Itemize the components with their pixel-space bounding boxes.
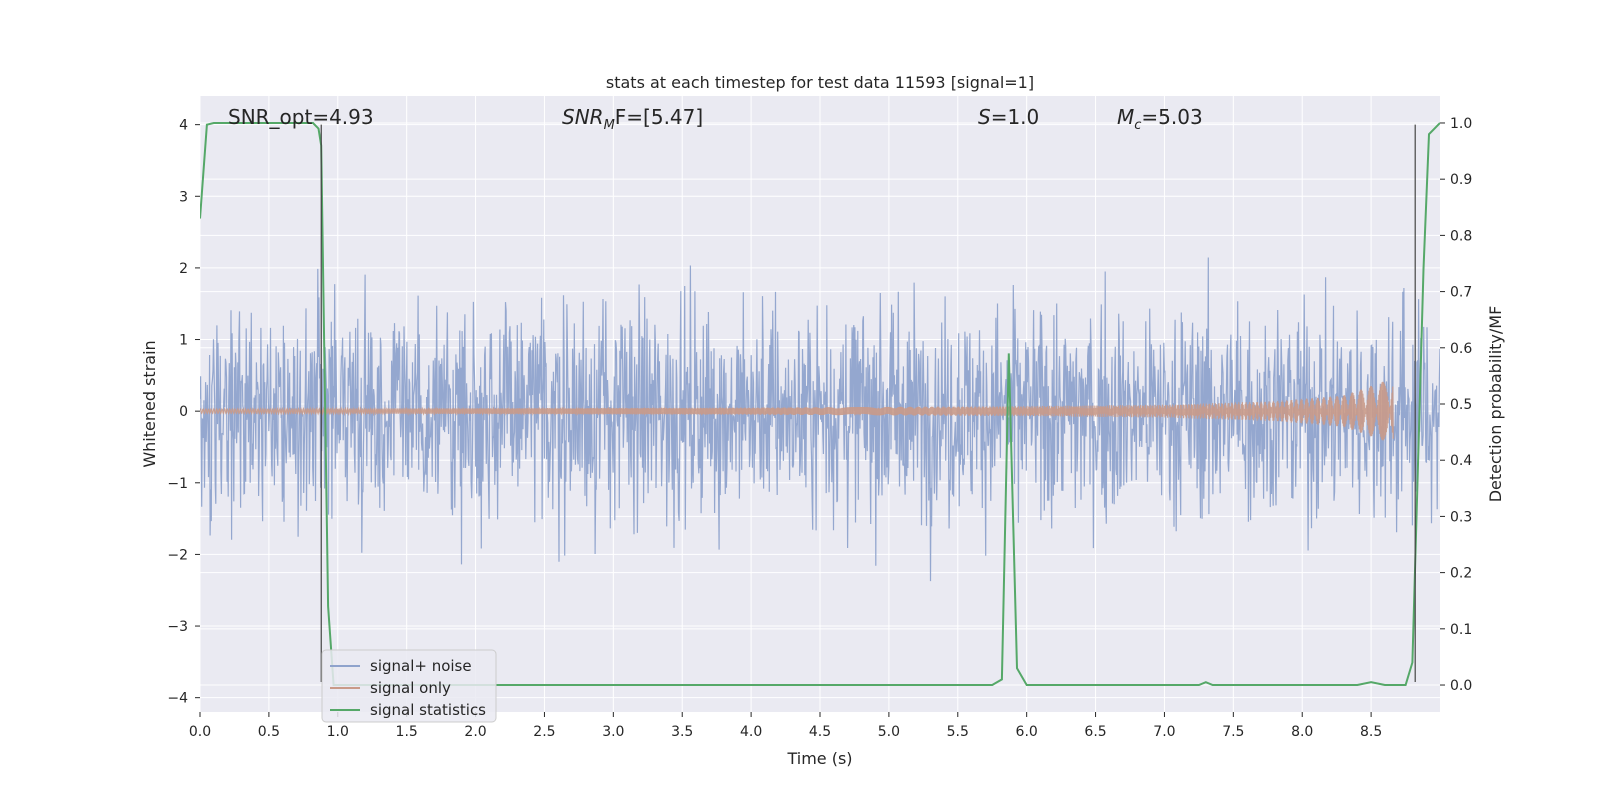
y2-tick-label: 0.8 xyxy=(1450,228,1472,244)
series-signal-noise-line xyxy=(200,257,1440,582)
annotation-rest: F=[5.47] xyxy=(615,105,703,129)
y-tick-label: −2 xyxy=(167,547,188,563)
x-tick-label: 4.0 xyxy=(740,724,762,740)
y2-tick-label: 0.6 xyxy=(1450,341,1472,357)
x-tick-label: 0.5 xyxy=(258,724,280,740)
annotation-rest: =5.03 xyxy=(1141,105,1202,129)
series-signal-only-line xyxy=(200,381,1394,441)
y2-tick-label: 0.9 xyxy=(1450,172,1472,188)
y2-tick-label: 0.1 xyxy=(1450,622,1472,638)
x-tick-label: 0.0 xyxy=(189,724,211,740)
annotation-1: SNR_opt=4.93 xyxy=(228,105,374,129)
annotation-subscript: c xyxy=(1134,118,1141,133)
annotation-2: SNRMF=[5.47] xyxy=(562,105,703,133)
x-tick-label: 6.0 xyxy=(1016,724,1038,740)
legend-label: signal statistics xyxy=(370,701,486,719)
y-tick-label: 1 xyxy=(179,333,188,349)
annotation-base: S xyxy=(978,105,991,129)
annotation-base: SNR xyxy=(562,105,604,129)
y-tick-label: 2 xyxy=(179,261,188,277)
x-axis: 0.0 0.5 1.0 1.5 2.0 2.5 3.0 3.5 4.0 4.5 5.0 5.5 6.0 6… xyxy=(189,712,1382,740)
annotation-3: S=1.0 xyxy=(978,105,1039,129)
x-tick-label: 8.0 xyxy=(1291,724,1313,740)
y-tick-label: 0 xyxy=(179,404,188,420)
y2-tick-label: 0.0 xyxy=(1450,678,1472,694)
series-layer xyxy=(200,122,1440,686)
y-axis-left: 4 3 2 1 0 −1 −2 −3 −4 xyxy=(167,118,200,707)
y2-axis-label: Detection probability/MF xyxy=(1486,306,1505,503)
y2-tick-label: 0.5 xyxy=(1450,397,1472,413)
y2-tick-label: 0.7 xyxy=(1450,285,1472,301)
y-tick-label: −1 xyxy=(167,476,188,492)
x-axis-label: Time (s) xyxy=(786,749,852,768)
y-axis-right: 1.0 0.9 0.8 0.7 0.6 0.5 0.4 0.3 0.2 0.1 0.0 xyxy=(1440,116,1472,694)
x-tick-label: 3.5 xyxy=(671,724,693,740)
x-tick-label: 6.5 xyxy=(1084,724,1106,740)
y2-tick-label: 0.3 xyxy=(1450,509,1472,525)
y2-tick-label: 1.0 xyxy=(1450,116,1472,132)
y-tick-label: −4 xyxy=(167,691,188,707)
annotation-4: Mc=5.03 xyxy=(1117,105,1203,133)
annotation-subscript: M xyxy=(604,118,615,133)
legend: signal+ noise signal only signal statistic… xyxy=(321,649,497,723)
annotation-base: M xyxy=(1117,105,1134,129)
x-tick-label: 3.0 xyxy=(602,724,624,740)
series-signal-statistics-line xyxy=(200,122,1440,686)
x-tick-label: 1.0 xyxy=(327,724,349,740)
x-tick-label: 2.0 xyxy=(464,724,486,740)
legend-label: signal only xyxy=(370,679,451,697)
annotations: SNR_opt=4.93 SNRMF=[5.47] S=1.0 Mc=5.03 xyxy=(228,105,1203,133)
y2-tick-label: 0.2 xyxy=(1450,566,1472,582)
x-tick-label: 7.0 xyxy=(1153,724,1175,740)
y-tick-label: 3 xyxy=(179,189,188,205)
chart-title: stats at each timestep for test data 115… xyxy=(606,73,1034,92)
annotation-base: SNR_opt=4.93 xyxy=(228,105,374,129)
x-tick-label: 4.5 xyxy=(809,724,831,740)
x-tick-label: 1.5 xyxy=(396,724,418,740)
x-tick-label: 7.5 xyxy=(1222,724,1244,740)
legend-box xyxy=(321,649,497,723)
legend-label: signal+ noise xyxy=(370,657,472,675)
y-tick-label: −3 xyxy=(167,619,188,635)
x-tick-label: 8.5 xyxy=(1360,724,1382,740)
x-tick-label: 5.0 xyxy=(878,724,900,740)
y2-tick-label: 0.4 xyxy=(1450,453,1472,469)
y-tick-label: 4 xyxy=(179,118,188,134)
annotation-rest: =1.0 xyxy=(991,105,1040,129)
x-tick-label: 5.5 xyxy=(947,724,969,740)
x-tick-label: 2.5 xyxy=(533,724,555,740)
y-axis-label: Whitened strain xyxy=(140,340,159,467)
